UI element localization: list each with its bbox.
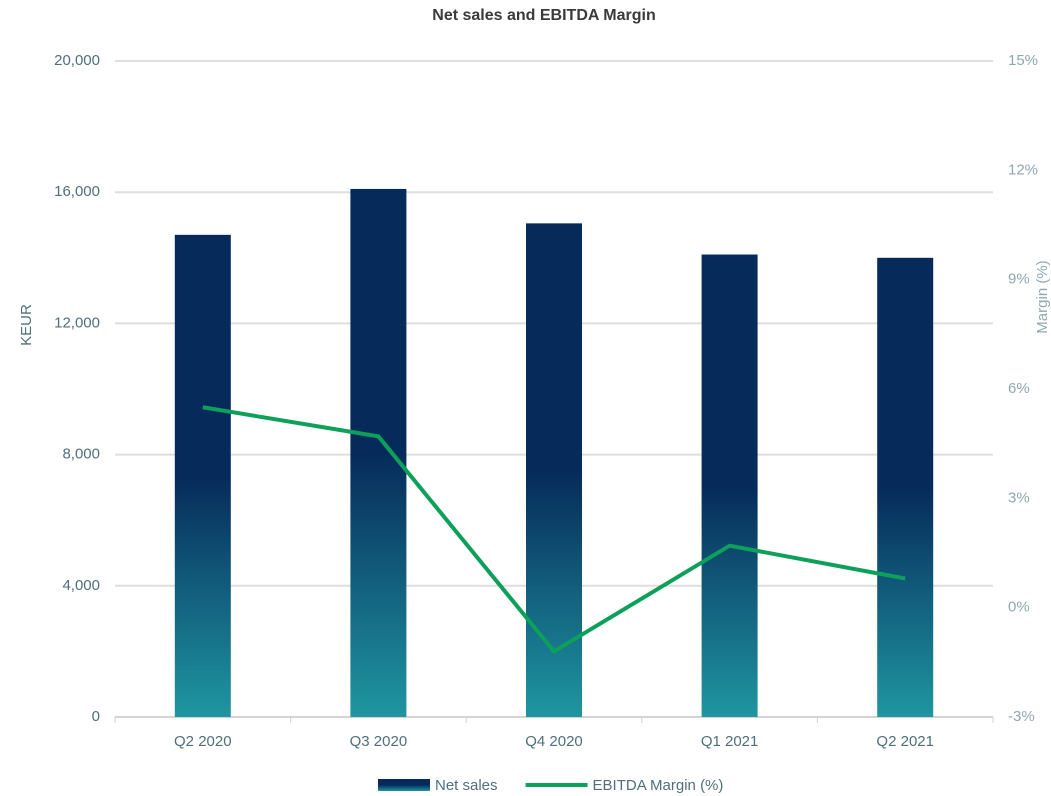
bar <box>526 223 582 718</box>
y-tick-label: 0 <box>92 708 100 725</box>
y-tick-label: 20,000 <box>54 52 100 69</box>
bar <box>877 257 934 717</box>
chart-title: Net sales and EBITDA Margin <box>432 7 655 24</box>
bar <box>350 188 407 718</box>
y2-tick-label: 9% <box>1008 271 1030 288</box>
y-tick-label: 4,000 <box>62 577 100 594</box>
x-tick-label: Q2 2020 <box>174 733 232 750</box>
y-tick-label: 8,000 <box>62 446 100 463</box>
x-tick-label: Q2 2021 <box>876 733 934 750</box>
y2-tick-label: 6% <box>1008 380 1030 397</box>
legend-label: Net sales <box>435 777 498 794</box>
y2-tick-label: 15% <box>1008 52 1038 69</box>
bar <box>701 254 758 717</box>
line <box>202 405 906 654</box>
legend-label: EBITDA Margin (%) <box>593 777 724 794</box>
y-axis-label: KEUR <box>18 304 35 346</box>
y2-tick-label: 12% <box>1008 161 1038 178</box>
x-tick-label: Q3 2020 <box>350 733 408 750</box>
y-tick-label: 16,000 <box>54 183 100 200</box>
bar <box>174 234 231 717</box>
x-tick-label: Q4 2020 <box>525 733 583 750</box>
y2-tick-label: -3% <box>1008 708 1035 725</box>
y2-axis-label: Margin (%) <box>1034 260 1051 333</box>
y-tick-label: 12,000 <box>54 314 100 331</box>
legend-swatch <box>378 779 430 791</box>
y2-tick-label: 3% <box>1008 489 1030 506</box>
x-tick-label: Q1 2021 <box>701 733 759 750</box>
y2-tick-label: 0% <box>1008 599 1030 616</box>
